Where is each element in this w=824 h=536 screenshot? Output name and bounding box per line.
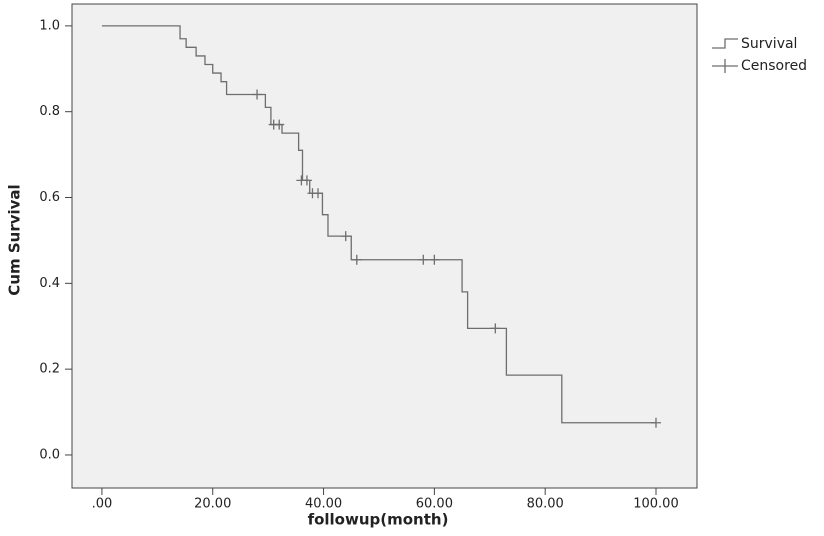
legend-label: Survival [741, 36, 797, 52]
x-tick-label: 40.00 [305, 497, 342, 512]
censor-mark [650, 417, 661, 428]
censor-mark [351, 254, 362, 265]
legend-label: Censored [741, 58, 807, 74]
y-axis-label: Cum Survival [6, 184, 24, 295]
censor-mark [252, 89, 263, 100]
x-tick-label: 60.00 [416, 497, 453, 512]
legend-icon [712, 38, 738, 49]
y-tick-label: 0.6 [39, 190, 60, 205]
x-tick-label: 80.00 [527, 497, 564, 512]
x-axis-label: followup(month) [308, 511, 449, 529]
legend-icon [712, 59, 738, 73]
x-tick-label: .00 [92, 497, 113, 512]
censor-mark [301, 175, 312, 186]
plot-area [71, 3, 698, 489]
censor-mark [340, 231, 351, 242]
censor-mark [490, 323, 501, 334]
y-tick-label: 0.4 [39, 276, 60, 291]
censor-mark [313, 188, 324, 199]
y-tick-label: 0.2 [39, 362, 60, 377]
y-tick-label: 0.0 [39, 447, 60, 462]
censor-mark [274, 119, 285, 130]
x-tick-label: 100.00 [633, 497, 679, 512]
censor-mark [418, 254, 429, 265]
survival-line [101, 25, 656, 424]
y-tick-label: 0.8 [39, 104, 60, 119]
y-tick-label: 1.0 [39, 18, 60, 33]
censor-mark [429, 254, 440, 265]
x-tick-label: 20.00 [194, 497, 231, 512]
